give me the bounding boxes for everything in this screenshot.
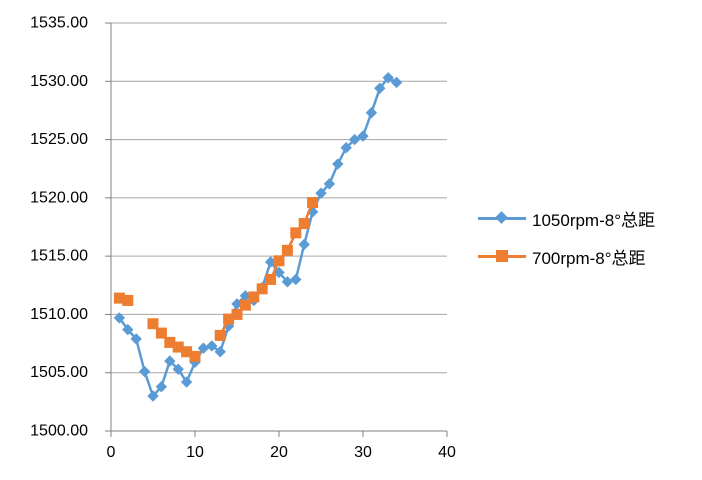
data-point-square — [214, 329, 226, 341]
legend: 1050rpm-8°总距 700rpm-8°总距 — [478, 206, 655, 269]
legend-item-1050rpm: 1050rpm-8°总距 — [478, 206, 655, 231]
series-line-0 — [118, 76, 398, 398]
data-point-diamond — [323, 178, 336, 190]
data-point-diamond — [231, 298, 243, 310]
y-axis-tick-label: 1525.00 — [30, 131, 88, 148]
y-axis-tick-label: 1515.00 — [30, 248, 88, 265]
data-point-square — [290, 227, 302, 239]
data-point-diamond — [164, 355, 176, 367]
data-point-diamond — [348, 133, 361, 146]
legend-label-700rpm: 700rpm-8°总距 — [532, 249, 646, 268]
legend-label-1050rpm: 1050rpm-8°总距 — [532, 211, 656, 230]
x-axis-tick-label: 40 — [438, 444, 456, 461]
x-axis-tick-label: 10 — [186, 444, 204, 461]
data-point-diamond — [214, 346, 226, 358]
data-point-square — [265, 273, 277, 285]
x-axis-tick-label: 20 — [270, 444, 288, 461]
data-point-square — [122, 294, 134, 306]
data-point-square — [231, 308, 243, 320]
data-point-square — [223, 313, 235, 325]
data-point-square — [172, 341, 184, 353]
data-point-diamond — [281, 276, 294, 288]
data-point-square — [298, 218, 310, 230]
data-point-square — [307, 197, 319, 209]
data-point-diamond — [206, 340, 218, 352]
data-point-diamond — [264, 256, 277, 268]
data-point-diamond — [155, 381, 168, 393]
data-point-diamond — [147, 390, 159, 402]
data-point-diamond — [113, 312, 126, 324]
data-point-diamond — [315, 187, 327, 199]
data-point-diamond — [382, 72, 394, 84]
data-point-square — [281, 244, 293, 256]
legend-item-700rpm: 700rpm-8°总距 — [478, 244, 655, 269]
y-axis-tick-label: 1500.00 — [30, 423, 88, 440]
data-point-square — [147, 318, 159, 330]
data-point-square — [273, 255, 285, 267]
data-point-diamond — [130, 333, 142, 345]
data-point-diamond — [290, 273, 302, 286]
y-axis-tick-label: 1520.00 — [30, 189, 88, 206]
data-point-diamond — [239, 290, 252, 302]
data-point-diamond — [340, 142, 352, 154]
y-axis-tick-label: 1505.00 — [30, 364, 88, 381]
legend-square-marker-icon — [478, 250, 526, 262]
data-point-diamond — [189, 356, 201, 368]
y-axis-tick-label: 1510.00 — [30, 306, 88, 323]
data-point-diamond — [390, 76, 403, 89]
data-point-diamond — [298, 238, 310, 251]
y-axis-tick-label: 1535.00 — [30, 15, 88, 32]
data-point-square — [189, 350, 201, 362]
data-point-diamond — [197, 342, 210, 354]
data-point-diamond — [365, 107, 378, 119]
data-point-square — [248, 291, 260, 303]
x-axis-tick-label: 30 — [354, 444, 372, 461]
data-point-square — [256, 283, 268, 295]
data-point-square — [181, 346, 193, 358]
data-point-diamond — [138, 365, 151, 378]
data-point-diamond — [332, 158, 344, 170]
y-axis-tick-label: 1530.00 — [30, 73, 88, 90]
legend-diamond-marker-icon — [478, 211, 526, 224]
data-point-diamond — [172, 363, 184, 375]
data-point-square — [164, 336, 176, 348]
data-point-square — [239, 299, 251, 311]
data-point-square — [113, 292, 125, 304]
data-point-square — [155, 327, 167, 339]
data-point-diamond — [122, 323, 134, 336]
data-point-diamond — [374, 82, 386, 94]
data-point-diamond — [357, 130, 369, 142]
x-axis-tick-label: 0 — [107, 444, 116, 461]
data-point-diamond — [180, 376, 193, 388]
